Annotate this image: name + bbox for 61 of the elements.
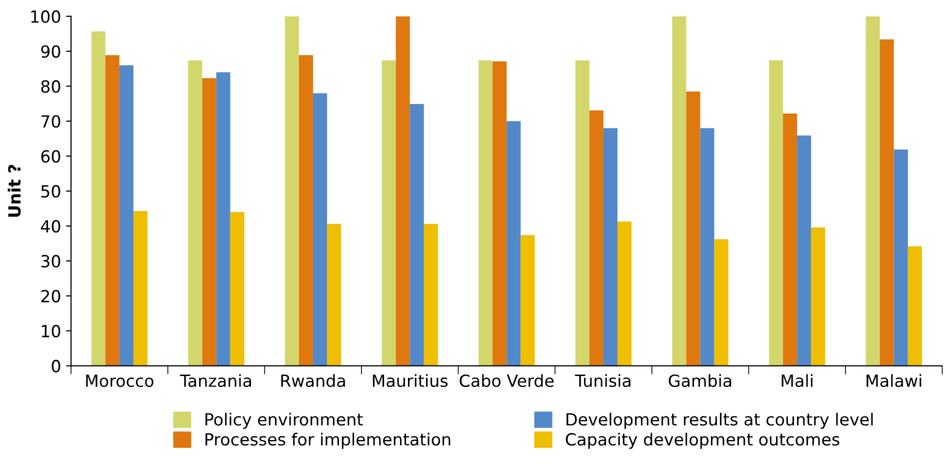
legend-label: Policy environment [206,412,363,429]
y-tick-label: 80 [41,80,60,93]
y-tick-label: 40 [40,220,60,233]
bar [589,110,604,366]
y-tick-label: 10 [42,324,60,338]
y-tick-label: 50 [41,185,60,198]
bar [492,61,507,366]
y-axis-title: Unit ? [8,164,21,217]
x-tick-label: Malawi [866,374,922,388]
bar [700,128,714,366]
x-tick-label: Morocco [86,374,154,388]
legend-label: Development results at country level [566,412,873,429]
bar [119,65,134,366]
x-tick-label: Tunisia [574,374,630,388]
y-tick-label: 60 [41,150,60,163]
x-tick-label: Tanzania [180,374,252,388]
bar [506,121,521,366]
bar [520,235,535,366]
bar [686,91,700,366]
y-tick-label: 0 [52,360,60,372]
bar [811,227,826,366]
bar [866,16,880,366]
bar [603,128,618,366]
bar [797,135,812,366]
bar [313,93,328,366]
bar [133,210,148,366]
bar [410,104,424,366]
bar [424,224,438,366]
bar [202,78,216,366]
bar [575,60,590,366]
y-tick-label: 90 [41,45,60,58]
y-tick-label: 70 [41,115,60,128]
x-tick-label: Mali [782,374,812,388]
bar [105,55,120,366]
bar [216,72,230,366]
bar [478,60,493,366]
bar [894,149,908,366]
bar [230,212,244,366]
bar [188,60,202,366]
bar [396,16,410,366]
y-tick-label: 100 [31,10,60,23]
bar [908,246,922,366]
bar [382,60,396,366]
bar [299,55,314,366]
legend-label: Capacity development outcomes [566,432,840,449]
bar [880,39,894,366]
x-tick-label: Rwanda [281,374,345,388]
bar [327,224,342,366]
bar [714,239,728,366]
bar [672,16,686,366]
legend-label: Processes for implementation [206,432,450,449]
bar [783,113,798,366]
x-tick-label: Cabo Verde [460,374,554,388]
x-tick-label: Gambia [668,374,732,388]
bar [617,221,632,366]
y-tick-label: 20 [41,290,60,302]
x-tick-label: Mauritius [372,374,448,388]
y-tick-label: 30 [41,254,60,268]
bar [284,16,299,366]
bar [768,60,784,366]
bar [91,31,106,366]
